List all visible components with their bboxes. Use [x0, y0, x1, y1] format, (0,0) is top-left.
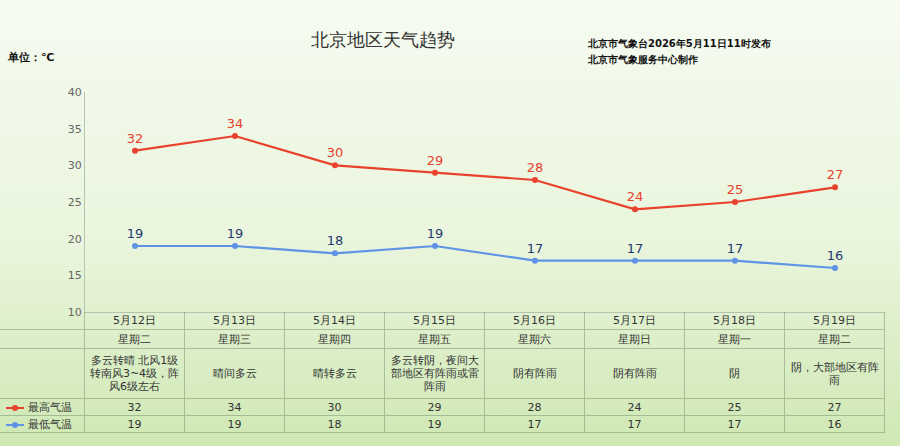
html-text:星期六: 星期六	[518, 332, 551, 346]
html-text:5月15日: 5月15日	[413, 314, 456, 327]
html-text:17: 17	[727, 417, 742, 431]
html-text:5月18日: 5月18日	[713, 314, 756, 327]
html-text:北京市气象服务中心制作: 北京市气象服务中心制作	[588, 54, 698, 65]
html-text:34: 34	[227, 400, 242, 414]
html-text:27: 27	[827, 400, 842, 414]
html-text:阴有阵雨: 阴有阵雨	[612, 367, 657, 380]
svg-text:15: 15	[68, 269, 82, 282]
svg-text:30: 30	[327, 145, 344, 160]
html-text:晴转多云: 晴转多云	[312, 367, 357, 380]
html-text:星期五: 星期五	[418, 332, 451, 346]
html-text:5月17日: 5月17日	[613, 314, 656, 327]
svg-text:34: 34	[227, 116, 244, 131]
html-text:星期二: 星期二	[818, 332, 851, 346]
svg-text:35: 35	[68, 123, 82, 136]
html-text:18: 18	[327, 417, 342, 431]
html-text:32: 32	[127, 400, 142, 414]
svg-text:28: 28	[527, 160, 544, 175]
svg-text:19: 19	[427, 226, 444, 241]
html-text:19: 19	[227, 417, 242, 431]
svg-text:10: 10	[68, 306, 82, 319]
svg-text:29: 29	[427, 153, 444, 168]
svg-text:32: 32	[127, 131, 144, 146]
svg-text:40: 40	[68, 86, 82, 99]
html-text:星期二: 星期二	[118, 332, 151, 346]
html-text:28: 28	[527, 400, 542, 414]
svg-text:25: 25	[68, 196, 82, 209]
svg-text:25: 25	[727, 182, 744, 197]
svg-text:24: 24	[627, 189, 644, 204]
html-text:17: 17	[627, 417, 642, 431]
svg-text:北京地区天气趋势: 北京地区天气趋势	[311, 29, 455, 50]
svg-text:16: 16	[827, 248, 844, 263]
html-text:多云转阴，夜间大部地区有阵雨或雷阵雨: 多云转阴，夜间大部地区有阵雨或雷阵雨	[390, 354, 479, 393]
html-text:25: 25	[727, 400, 742, 414]
html-text:阴有阵雨: 阴有阵雨	[512, 367, 557, 380]
html-text:5月12日: 5月12日	[113, 314, 156, 327]
html-text:5月16日: 5月16日	[513, 314, 556, 327]
html-text:阴: 阴	[729, 367, 740, 380]
svg-text:19: 19	[227, 226, 244, 241]
svg-text:17: 17	[627, 241, 644, 256]
svg-text:18: 18	[327, 233, 344, 248]
html-text:5月13日: 5月13日	[213, 314, 256, 327]
html-text:17: 17	[527, 417, 542, 431]
html-text:29: 29	[427, 400, 442, 414]
html-text:24: 24	[627, 400, 642, 414]
svg-text:17: 17	[527, 241, 544, 256]
html-text:16: 16	[827, 417, 842, 431]
html-text:多云转晴 北风1级转南风3~4级，阵风6级左右: 多云转晴 北风1级转南风3~4级，阵风6级左右	[89, 354, 180, 393]
svg-text:19: 19	[127, 226, 144, 241]
svg-text:20: 20	[68, 233, 82, 246]
html-text:星期三: 星期三	[218, 332, 251, 346]
html-text:最高气温: 最高气温	[28, 400, 72, 414]
html-text:阴，大部地区有阵雨: 阴，大部地区有阵雨	[790, 360, 879, 387]
html-text:北京市气象台2026年5月11日11时发布: 北京市气象台2026年5月11日11时发布	[588, 38, 771, 49]
html-text:星期日: 星期日	[618, 332, 651, 346]
html-text:19: 19	[127, 417, 142, 431]
html-text:最低气温: 最低气温	[28, 417, 72, 431]
html-text:星期四: 星期四	[318, 332, 351, 346]
html-text:5月19日: 5月19日	[813, 314, 856, 327]
html-text:5月14日: 5月14日	[313, 314, 356, 327]
svg-text:30: 30	[68, 159, 82, 172]
html-text:星期一: 星期一	[718, 332, 751, 346]
html-text:晴间多云: 晴间多云	[212, 367, 257, 380]
svg-text:27: 27	[827, 167, 844, 182]
html-text:30: 30	[327, 400, 342, 414]
html-text:19: 19	[427, 417, 442, 431]
html-text:单位：℃: 单位：℃	[8, 51, 55, 64]
svg-text:17: 17	[727, 241, 744, 256]
